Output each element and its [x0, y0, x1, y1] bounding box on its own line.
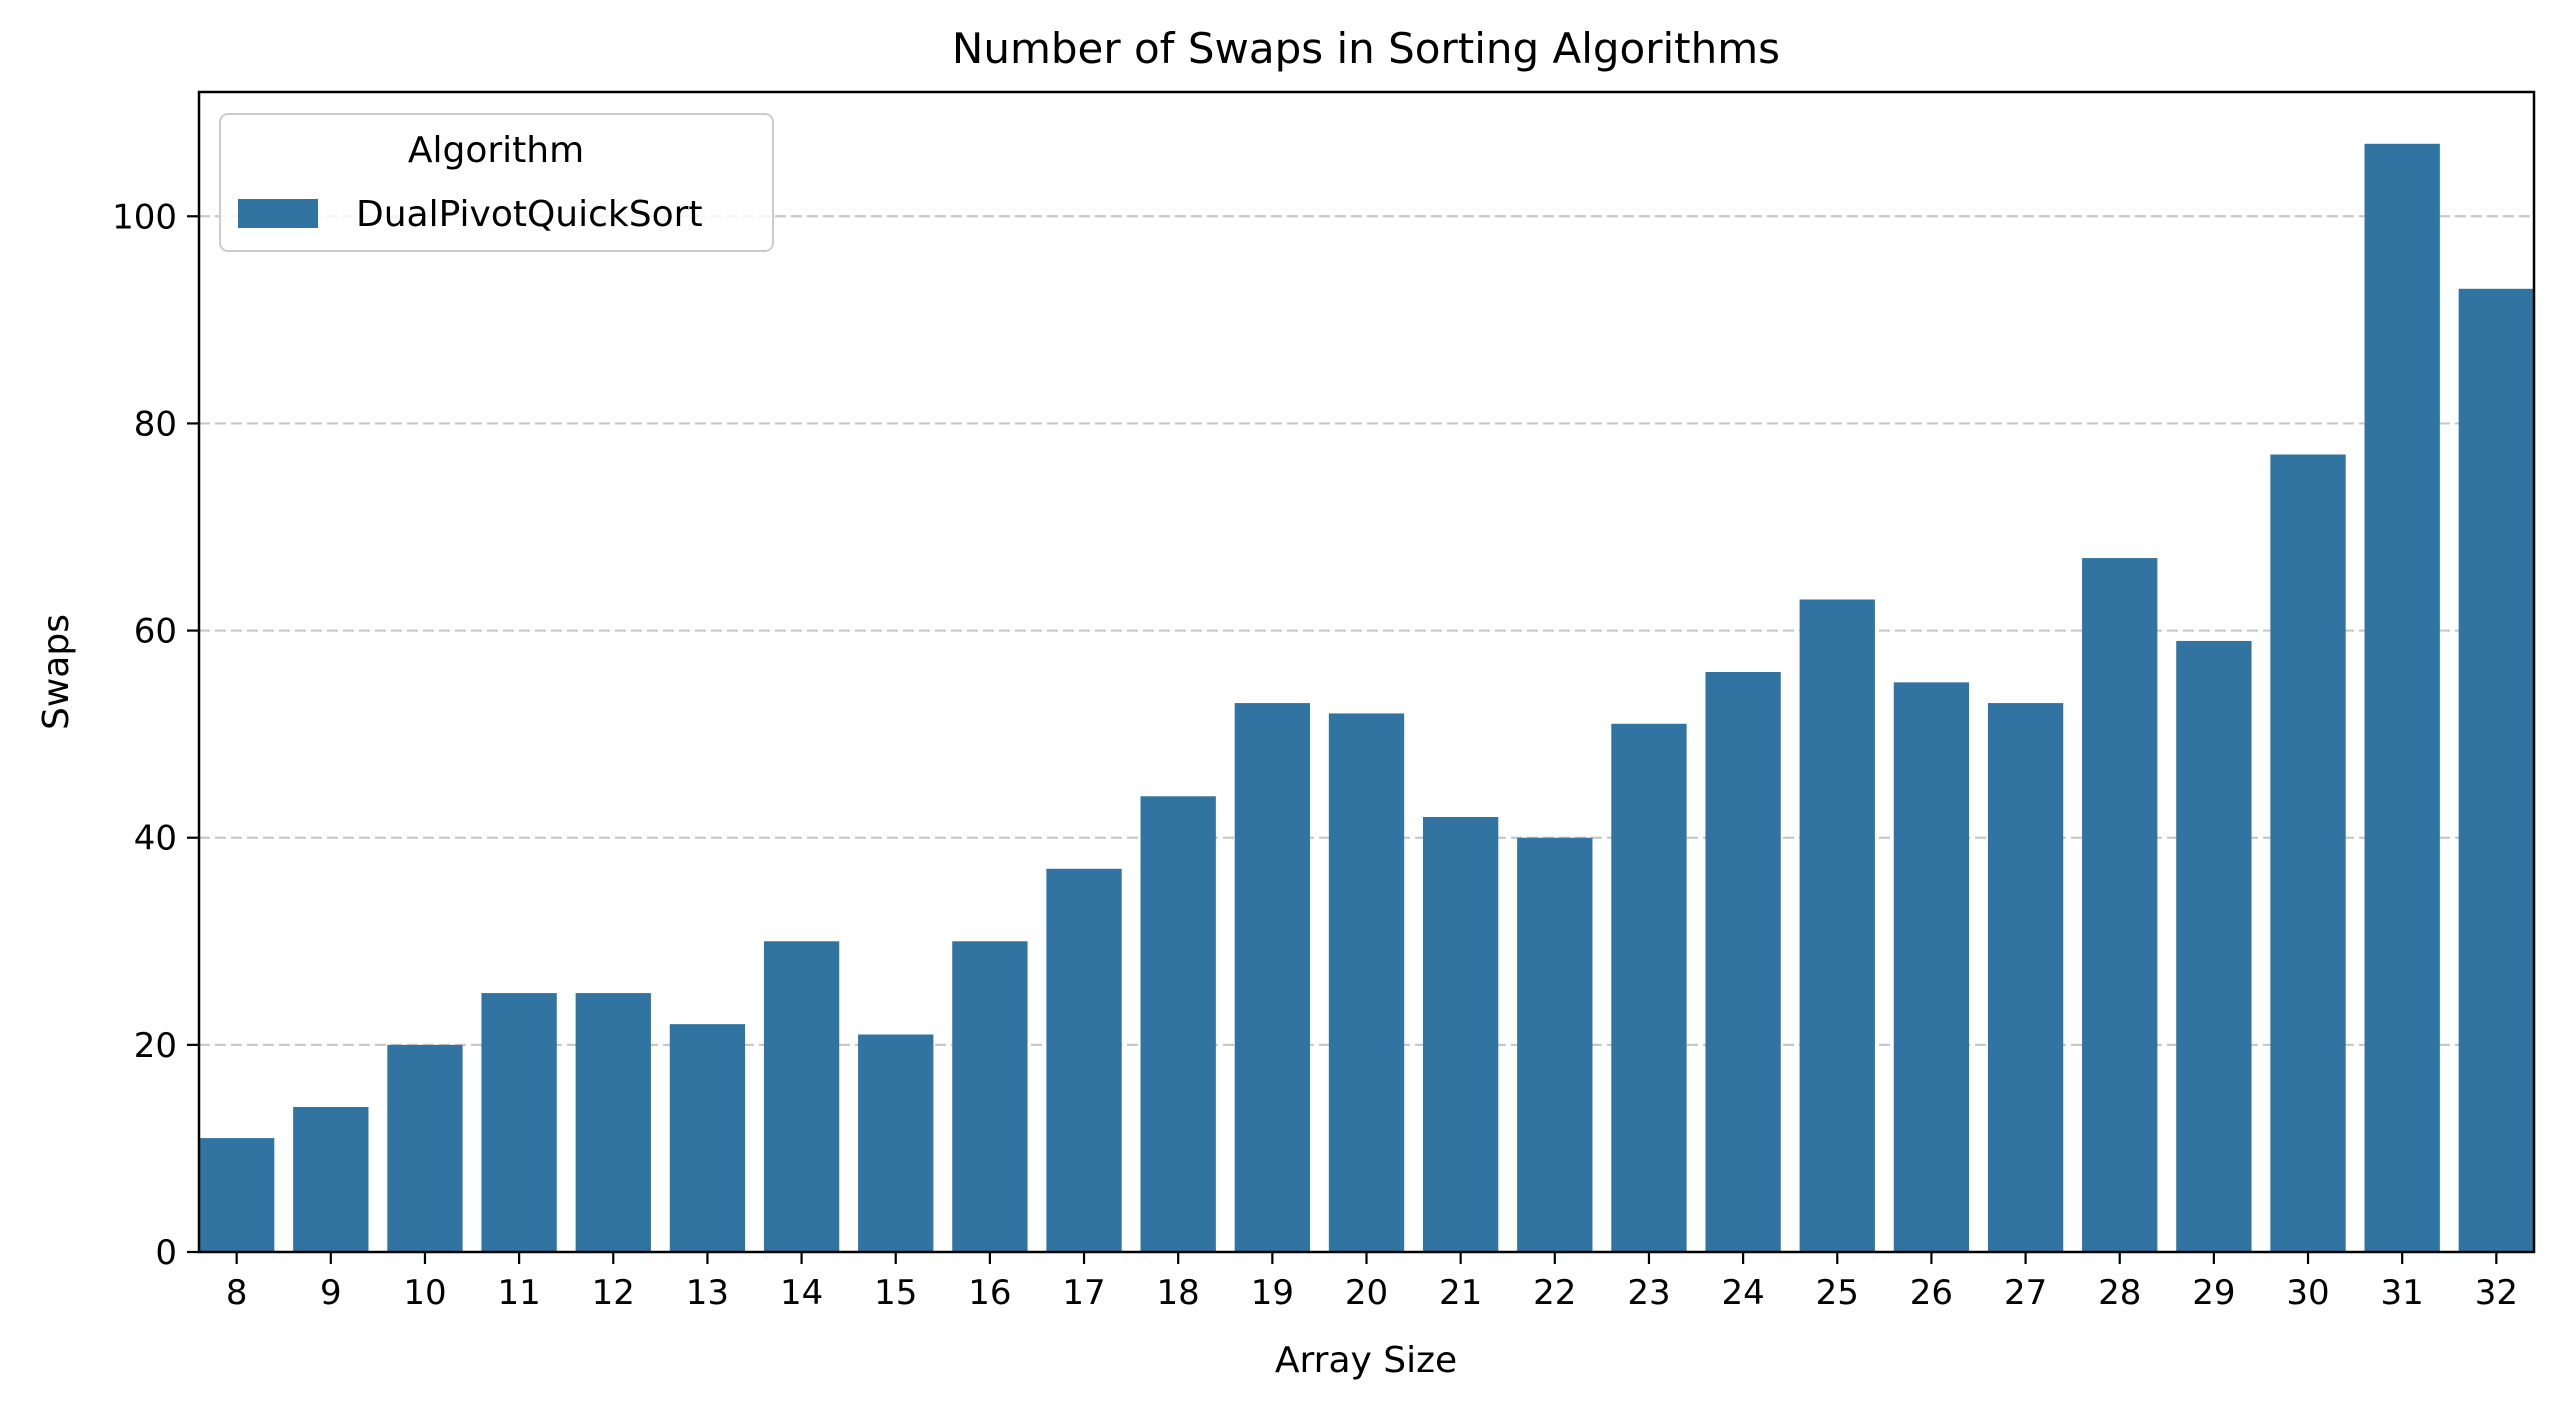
bar[interactable]: [2458, 288, 2534, 1252]
bar[interactable]: [1705, 672, 1781, 1252]
x-tick-label: 28: [2098, 1273, 2141, 1313]
x-tick-label: 23: [1627, 1273, 1670, 1313]
x-tick-label: 26: [1910, 1273, 1953, 1313]
x-tick-label: 11: [497, 1273, 540, 1313]
bar[interactable]: [1234, 703, 1311, 1252]
x-axis-label: Array Size: [1275, 1340, 1457, 1381]
bar[interactable]: [952, 941, 1028, 1252]
y-tick-label: 100: [112, 197, 177, 237]
x-tick-label: 31: [2381, 1273, 2424, 1313]
x-tick-label: 25: [1816, 1273, 1859, 1313]
x-tick-label: 20: [1345, 1273, 1388, 1313]
y-tick-label: 20: [134, 1026, 177, 1066]
y-tick-label: 0: [155, 1233, 177, 1273]
plot-frame: [197, 90, 2536, 1254]
x-tick-label: 24: [1721, 1273, 1764, 1313]
x-tick-label: 29: [2192, 1273, 2235, 1313]
y-tick-label: 60: [134, 612, 177, 652]
legend-entry-label: DualPivotQuickSort: [356, 194, 703, 235]
x-tick-label: 30: [2286, 1273, 2329, 1313]
bar[interactable]: [1987, 703, 2064, 1252]
bar[interactable]: [858, 1034, 934, 1253]
x-tick-label: 21: [1439, 1273, 1482, 1313]
bar[interactable]: [2270, 454, 2346, 1253]
bar[interactable]: [481, 993, 557, 1252]
x-tick-label: 22: [1533, 1273, 1576, 1313]
bar[interactable]: [1517, 837, 1593, 1252]
bar[interactable]: [1799, 599, 1875, 1253]
bar[interactable]: [387, 1044, 463, 1252]
x-tick-label: 8: [226, 1273, 248, 1313]
bar[interactable]: [2364, 143, 2440, 1252]
x-tick-label: 10: [403, 1273, 446, 1313]
x-tick-label: 27: [2004, 1273, 2047, 1313]
x-tick-label: 13: [686, 1273, 729, 1313]
legend-box: [219, 113, 774, 252]
bar[interactable]: [1422, 817, 1499, 1252]
bar[interactable]: [2176, 640, 2252, 1252]
x-tick-label: 15: [874, 1273, 917, 1313]
y-tick-label: 40: [134, 819, 177, 859]
x-tick-label: 14: [780, 1273, 823, 1313]
legend[interactable]: Algorithm DualPivotQuickSort: [219, 113, 774, 252]
x-tick-label: 12: [592, 1273, 635, 1313]
bars: [199, 143, 2534, 1253]
bar[interactable]: [1328, 713, 1405, 1252]
x-tick-label: 19: [1251, 1273, 1294, 1313]
bar[interactable]: [2082, 558, 2158, 1252]
bar[interactable]: [293, 1107, 369, 1252]
bar[interactable]: [199, 1138, 275, 1252]
y-axis: 0 20 40 60 80 100: [112, 197, 199, 1273]
legend-title: Algorithm: [408, 130, 584, 171]
legend-swatch: [238, 199, 318, 228]
bar[interactable]: [575, 993, 651, 1252]
x-tick-label: 18: [1157, 1273, 1200, 1313]
x-tick-label: 9: [320, 1273, 342, 1313]
bar[interactable]: [1046, 868, 1122, 1252]
y-tick-label: 80: [134, 404, 177, 444]
y-axis-label: Swaps: [36, 614, 77, 730]
x-axis: 8 9 10 11 12 13 14 15 16 17 18 19 20 21 22 23 24 25 26 27 28…: [226, 1252, 2518, 1313]
x-tick-label: 16: [968, 1273, 1011, 1313]
x-tick-label: 17: [1062, 1273, 1105, 1313]
bar[interactable]: [1893, 682, 1970, 1252]
bar[interactable]: [1140, 796, 1216, 1252]
chart-title: Number of Swaps in Sorting Algorithms: [952, 24, 1780, 73]
x-tick-label: 32: [2475, 1273, 2518, 1313]
bar[interactable]: [669, 1024, 746, 1252]
bar[interactable]: [763, 941, 840, 1252]
bar[interactable]: [1611, 723, 1687, 1252]
